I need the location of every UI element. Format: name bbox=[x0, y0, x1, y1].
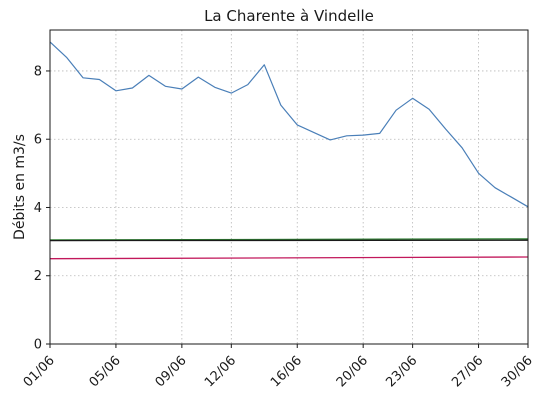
x-tick-label: 23/06 bbox=[383, 353, 420, 390]
threshold-line-3 bbox=[49, 256, 529, 260]
plot-frame bbox=[49, 29, 529, 345]
threshold-line-1 bbox=[49, 238, 529, 241]
x-tick-label: 05/06 bbox=[87, 353, 124, 390]
y-axis: 0 2 4 6 8 bbox=[34, 64, 50, 353]
y-tick-label: 6 bbox=[34, 133, 42, 148]
flow-series-line bbox=[49, 41, 529, 208]
grid bbox=[50, 30, 528, 344]
x-tick-label: 01/06 bbox=[21, 353, 58, 390]
x-tick-label: 12/06 bbox=[202, 353, 239, 390]
x-tick-label: 16/06 bbox=[268, 353, 305, 390]
chart-title: La Charente à Vindelle bbox=[204, 7, 374, 25]
y-axis-label: Débits en m3/s bbox=[12, 134, 28, 240]
y-tick-label: 4 bbox=[34, 201, 42, 216]
plot-background bbox=[50, 30, 528, 344]
y-tick-label: 8 bbox=[34, 64, 42, 79]
y-tick-label: 0 bbox=[34, 338, 42, 353]
x-tick-label: 20/06 bbox=[334, 353, 371, 390]
x-tick-label: 30/06 bbox=[499, 353, 536, 390]
y-tick-label: 2 bbox=[34, 269, 42, 284]
series-layer bbox=[49, 41, 529, 260]
x-axis: 01/06 05/06 09/06 12/06 16/06 20/06 23/06 27/06… bbox=[21, 344, 536, 390]
x-tick-label: 27/06 bbox=[449, 353, 486, 390]
x-tick-label: 09/06 bbox=[153, 353, 190, 390]
